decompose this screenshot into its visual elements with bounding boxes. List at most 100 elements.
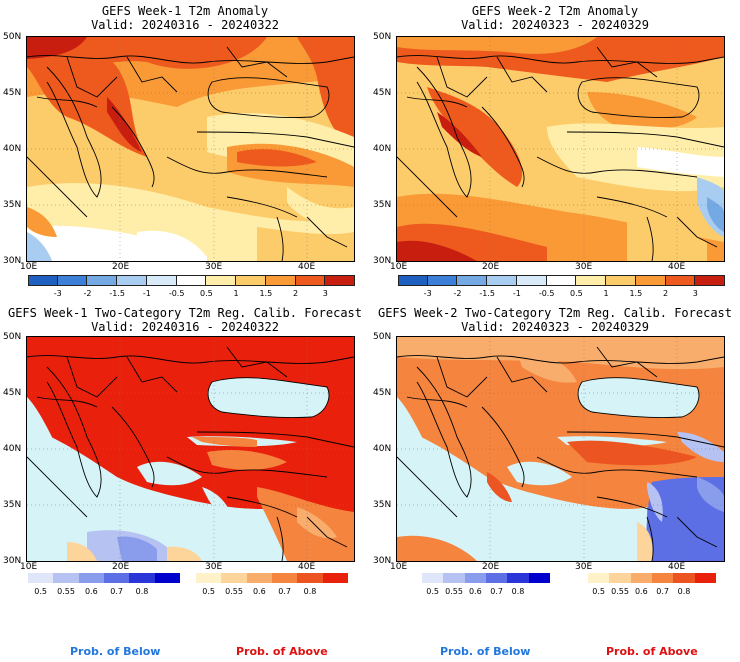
colorbar-swatch (117, 275, 147, 286)
panel-title: GEFS Week-1 Two-Category T2m Reg. Calib.… (0, 306, 370, 334)
colorbar-swatch (154, 573, 180, 583)
colorbar-swatch (176, 275, 207, 286)
prob-above-colorbar: 0.5 0.55 0.6 0.7 0.8 (588, 573, 716, 598)
panel-week2-anomaly: GEFS Week-2 T2m Anomaly Valid: 20240323 … (370, 0, 740, 300)
lon-label: 30E (205, 562, 223, 572)
anomaly-map (26, 36, 355, 262)
colorbar-swatch (443, 573, 465, 583)
colorbar-tick-label: 0.8 (303, 587, 317, 596)
prob-below-colorbar: 0.5 0.55 0.6 0.7 0.8 (28, 573, 180, 598)
lon-label: 30E (575, 562, 593, 572)
anomaly-map (396, 36, 725, 262)
colorbar-tick-label: 0.8 (135, 587, 149, 596)
lat-label: 45N (373, 388, 392, 398)
lon-label: 20E (482, 562, 500, 572)
anomaly-colorbar: -3 -2 -1.5 -1 -0.5 0.5 1 1.5 2 3 (28, 275, 355, 300)
colorbar-swatch (196, 573, 222, 583)
colorbar-tick-label: -0.5 (538, 289, 555, 298)
prob-below-colorbar: 0.5 0.55 0.6 0.7 0.8 (422, 573, 550, 598)
lon-label: 30E (575, 262, 593, 272)
colorbar-tick-label: 3 (692, 289, 698, 298)
lon-label: 20E (112, 562, 130, 572)
colorbar-swatch (57, 275, 88, 286)
anomaly-colorbar: -3 -2 -1.5 -1 -0.5 0.5 1 1.5 2 3 (398, 275, 725, 300)
colorbar-swatch (422, 573, 444, 583)
colorbar-tick-label: 0.6 (84, 587, 98, 596)
colorbar-tick-label: 0.8 (677, 587, 691, 596)
lon-label: 40E (668, 562, 686, 572)
colorbar-tick-label: 0.8 (511, 587, 525, 596)
probability-map (26, 336, 355, 562)
prob-above-label: Prob. of Above (236, 645, 328, 658)
colorbar-tick-label: -3 (53, 289, 62, 298)
lat-label: 35N (373, 200, 392, 210)
colorbar-tick-label: 0.55 (225, 587, 243, 596)
colorbar-tick-label: -1.5 (479, 289, 495, 298)
lat-label: 50N (373, 32, 392, 42)
title-line-2: Valid: 20240323 - 20240329 (461, 18, 649, 32)
colorbar-tick-label: 1.5 (629, 289, 643, 298)
lat-label: 35N (3, 200, 22, 210)
lat-label: 30N (373, 556, 392, 566)
colorbar-swatch (546, 275, 577, 286)
panel-title: GEFS Week-1 T2m Anomaly Valid: 20240316 … (0, 4, 370, 32)
colorbar-tick-label: -1.5 (109, 289, 125, 298)
colorbar-swatch (206, 275, 237, 286)
colorbar-tick-label: 0.6 (252, 587, 266, 596)
colorbar-swatch (486, 573, 508, 583)
colorbar-tick-label: -3 (423, 289, 432, 298)
colorbar-tick-label: 0.5 (202, 587, 216, 596)
panel-week1-anomaly: GEFS Week-1 T2m Anomaly Valid: 20240316 … (0, 0, 370, 300)
colorbar-tick-label: 0.5 (199, 289, 213, 298)
colorbar-swatch (487, 275, 517, 286)
lat-label: 40N (373, 444, 392, 454)
colorbar-tick-label: 0.5 (569, 289, 583, 298)
lon-label: 40E (668, 262, 686, 272)
colorbar-swatch (221, 573, 247, 583)
colorbar-swatch (236, 275, 266, 286)
lat-label: 50N (3, 32, 22, 42)
lon-label: 20E (482, 262, 500, 272)
lat-label: 45N (3, 388, 22, 398)
colorbar-swatch (87, 275, 118, 286)
colorbar-tick-label: 0.5 (426, 587, 440, 596)
title-line-2: Valid: 20240323 - 20240329 (461, 320, 649, 334)
colorbar-swatch (464, 573, 486, 583)
colorbar-swatch (528, 573, 550, 583)
title-line-1: GEFS Week-2 T2m Anomaly (471, 4, 639, 18)
colorbar-swatch (28, 573, 54, 583)
title-line-1: GEFS Week-1 T2m Anomaly (101, 4, 269, 18)
colorbar-tick-label: 1.5 (259, 289, 273, 298)
colorbar-swatch (635, 275, 666, 286)
colorbar-swatch (588, 573, 610, 583)
lon-label: 10E (20, 562, 38, 572)
colorbar-swatch (265, 275, 296, 286)
title-line-2: Valid: 20240316 - 20240322 (91, 320, 279, 334)
lon-label: 30E (205, 262, 223, 272)
colorbar-swatch (673, 573, 695, 583)
colorbar-swatch (630, 573, 652, 583)
panel-title: GEFS Week-2 Two-Category T2m Reg. Calib.… (370, 306, 740, 334)
colorbar-tick-label: -2 (453, 289, 462, 298)
colorbar-frame (28, 275, 355, 286)
lon-label: 20E (112, 262, 130, 272)
panel-title: GEFS Week-2 T2m Anomaly Valid: 20240323 … (370, 4, 740, 32)
colorbar-tick-label: 0.55 (57, 587, 75, 596)
colorbar-swatch (507, 573, 529, 583)
colorbar-swatch (457, 275, 488, 286)
colorbar-tick-label: 0.5 (34, 587, 48, 596)
prob-below-label: Prob. of Below (70, 645, 161, 658)
colorbar-tick-label: 2 (662, 289, 669, 298)
title-line-1: GEFS Week-1 Two-Category T2m Reg. Calib.… (7, 306, 362, 320)
colorbar-swatch (295, 275, 326, 286)
colorbar-frame (398, 275, 725, 286)
lon-label: 40E (298, 262, 316, 272)
lat-label: 50N (3, 332, 22, 342)
colorbar-tick-label: -0.5 (168, 289, 185, 298)
lat-label: 40N (3, 144, 22, 154)
title-line-2: Valid: 20240316 - 20240322 (91, 18, 279, 32)
colorbar-swatch (146, 275, 177, 286)
colorbar-swatch (322, 573, 348, 583)
lat-label: 30N (3, 556, 22, 566)
lon-label: 10E (390, 562, 408, 572)
